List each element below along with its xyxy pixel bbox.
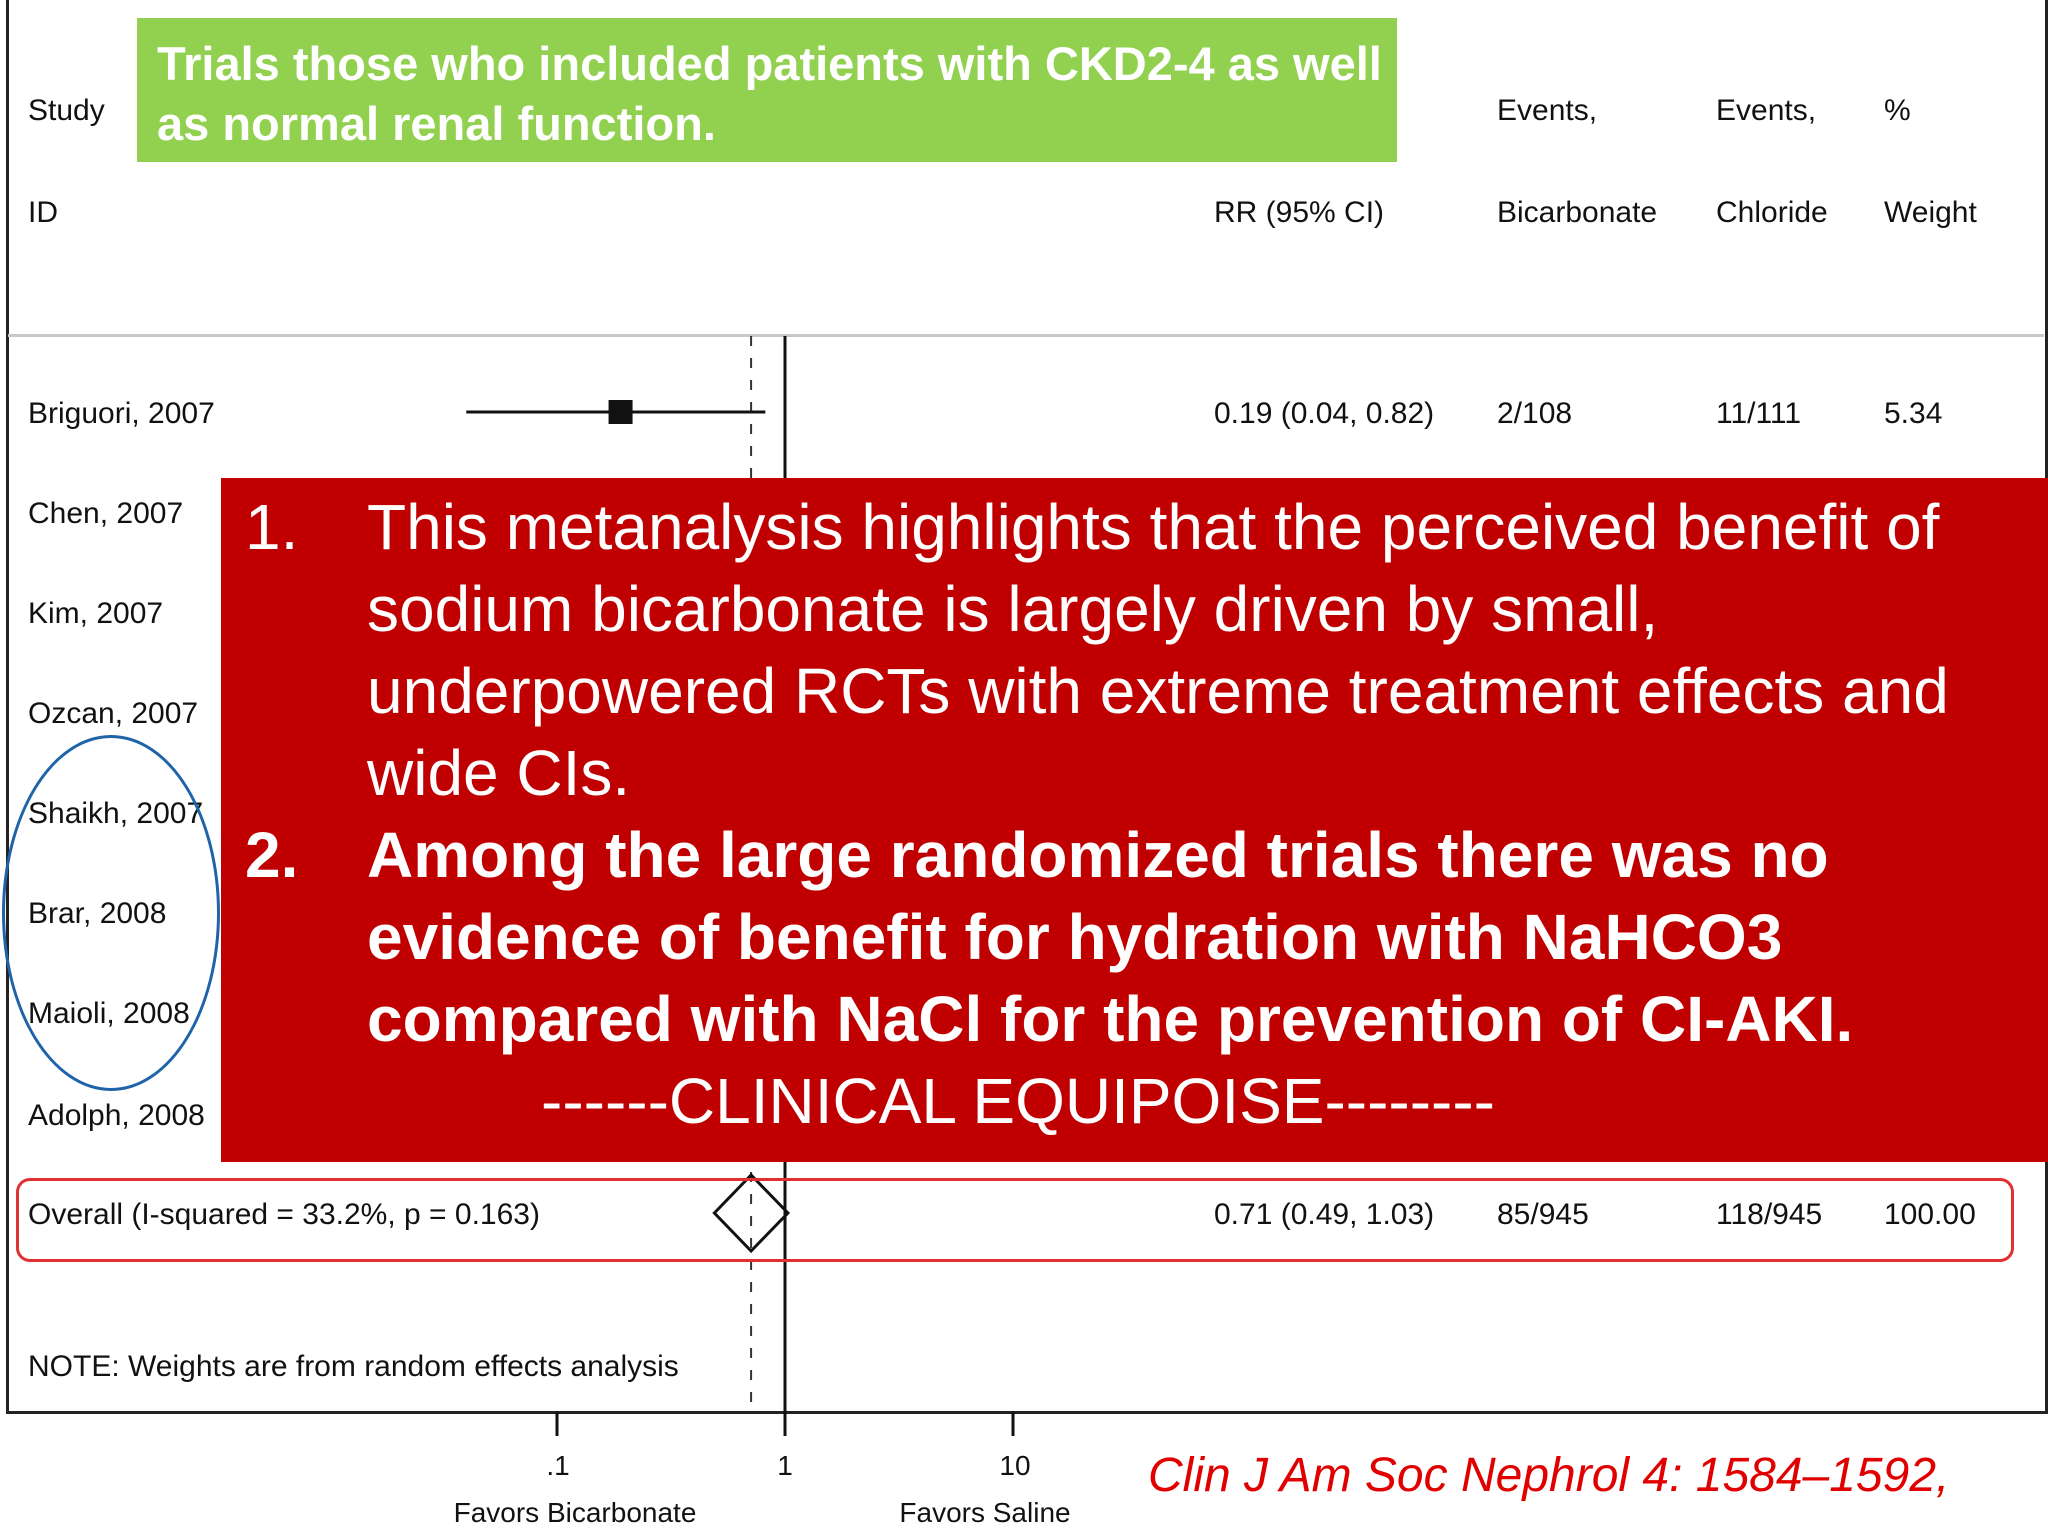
overall-label: Overall (I-squared = 33.2%, p = 0.163) [28,1198,540,1231]
overall-weight: 100.00 [1884,1198,1976,1231]
tick-label: .1 [546,1450,570,1481]
tick-label: 1 [777,1450,793,1481]
header-events-bicarb-1: Events, [1497,94,1598,127]
briguori-chloride: 11/111 [1716,397,1802,430]
study-label: Kim, 2007 [28,597,164,630]
favors-bicarbonate-label: Favors Bicarbonate [453,1497,697,1528]
study-label: Chen, 2007 [28,497,184,530]
note-text: NOTE: Weights are from random effects an… [28,1350,679,1383]
equipoise-text: ------CLINICAL EQUIPOISE-------- [541,1065,1495,1137]
overall-bicarbonate: 85/945 [1497,1198,1589,1231]
briguori-rr: 0.19 (0.04, 0.82) [1214,397,1435,430]
briguori-weight: 5.34 [1884,397,1943,430]
green-note-box: Trials those who included patients with … [137,18,1397,162]
overall-rr: 0.71 (0.49, 1.03) [1214,1198,1435,1231]
header-events-chloride-2: Chloride [1716,196,1828,229]
highlight-ellipse [2,735,220,1091]
header-weight-2: Weight [1884,196,1977,229]
briguori-bicarbonate: 2/108 [1497,397,1573,430]
item-number: 1. [245,491,299,563]
summary-box: 1. This metanalysis highlights that the … [221,478,2048,1162]
header-study: Study [28,94,105,127]
item-text: Among the large randomized trials there … [367,819,1854,1055]
header-events-bicarb-2: Bicarbonate [1497,196,1658,229]
green-note-text: Trials those who included patients with … [157,37,1382,150]
overall-diamond [712,1172,791,1254]
favors-saline-label: Favors Saline [899,1497,1071,1528]
item-text: This metanalysis highlights that the per… [367,491,1949,809]
header-id: ID [28,196,58,229]
overall-chloride: 118/945 [1716,1198,1823,1231]
tick-label: 10 [999,1450,1031,1481]
study-label: Ozcan, 2007 [28,697,199,730]
point-estimate-square [608,400,633,424]
study-label: Briguori, 2007 [28,397,215,430]
item-number: 2. [245,819,299,891]
header-rr: RR (95% CI) [1214,196,1385,229]
header-events-chloride-1: Events, [1716,94,1817,127]
overall-highlight-box [16,1178,2014,1262]
citation: Clin J Am Soc Nephrol 4: 1584–1592, [1148,1449,1950,1502]
study-label: Adolph, 2008 [28,1099,205,1132]
header-separator [8,334,2044,337]
header-weight-1: % [1884,94,1911,127]
